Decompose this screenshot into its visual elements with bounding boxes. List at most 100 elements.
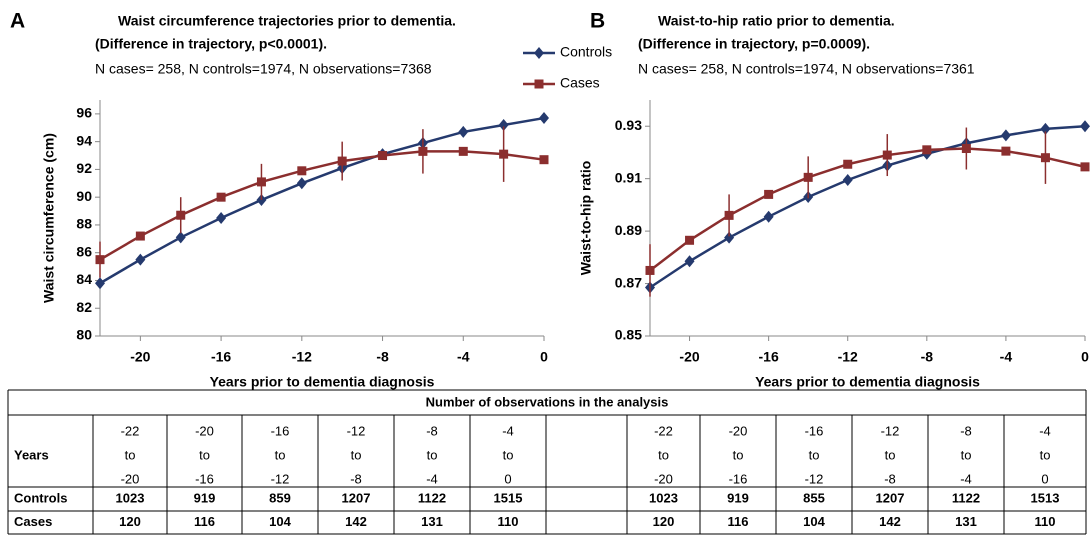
count-cell: 1122 [952,490,980,505]
x-tick-label: -20 [130,349,150,365]
data-point [1080,120,1090,133]
data-point [296,177,307,190]
y-tick-label: 86 [76,243,92,259]
data-point [539,155,549,165]
x-tick-label: -4 [457,349,470,365]
data-point [724,231,735,244]
y-tick-label: 0.85 [615,327,642,343]
period-label: to [961,447,972,462]
x-tick-label: -8 [921,349,934,365]
y-tick-label: 82 [76,299,92,315]
period-label: to [275,447,286,462]
period-label: -12 [271,471,290,486]
period-label: to [351,447,362,462]
count-cell: 1515 [494,490,523,505]
data-point [685,235,695,245]
period-label: -22 [121,423,140,438]
count-cell: 110 [498,514,519,529]
period-label: -12 [805,471,824,486]
row-header: Cases [14,514,52,529]
data-point [645,265,655,275]
count-cell: 919 [194,490,216,505]
table-title: Number of observations in the analysis [426,394,669,409]
count-cell: 1207 [876,490,905,505]
data-point [135,253,146,266]
legend-marker [534,47,544,59]
data-point [1000,129,1011,142]
period-label: -16 [271,423,290,438]
y-axis-label: Waist circumference (cm) [41,133,57,303]
y-tick-label: 94 [76,132,92,148]
data-point [539,112,549,125]
x-tick-label: -16 [211,349,231,365]
period-label: -20 [729,423,748,438]
period-label: to [427,447,438,462]
count-cell: 116 [728,514,749,529]
data-point [175,231,186,244]
count-cell: 1023 [649,490,678,505]
x-axis-label: Years prior to dementia diagnosis [755,374,980,390]
data-point [922,145,932,155]
data-point [843,159,853,169]
data-point [458,125,469,138]
y-tick-label: 0.93 [615,117,642,133]
series-line [649,124,1086,289]
data-point [1040,153,1050,163]
data-point [216,192,226,202]
count-cell: 1207 [342,490,371,505]
x-tick-label: 0 [540,349,548,365]
period-label: to [503,447,514,462]
data-point [135,231,145,241]
series-line [649,147,1086,272]
data-point [1040,122,1051,135]
period-label: to [199,447,210,462]
count-cell: 1122 [418,490,446,505]
period-label: to [1040,447,1051,462]
period-label: to [733,447,744,462]
period-label: -22 [654,423,673,438]
period-label: -16 [729,471,748,486]
data-point [256,177,266,187]
y-tick-label: 92 [76,160,92,176]
period-label: to [658,447,669,462]
x-tick-label: -20 [679,349,699,365]
period-label: -8 [350,471,362,486]
chart-title: Waist circumference trajectories prior t… [118,13,456,29]
x-tick-label: -16 [759,349,779,365]
count-cell: 142 [345,514,367,529]
y-tick-label: 96 [76,105,92,121]
count-cell: 110 [1035,514,1056,529]
period-label: -4 [502,423,514,438]
data-point [684,255,695,268]
period-label: -4 [960,471,972,486]
data-point [882,150,892,160]
period-label: to [885,447,896,462]
data-point [297,166,307,176]
y-tick-label: 90 [76,188,92,204]
chart-subtitle: N cases= 258, N controls=1974, N observa… [638,61,975,77]
count-cell: 120 [653,514,675,529]
data-point [1001,146,1011,156]
series-line [99,150,545,261]
data-point [724,210,734,220]
x-tick-label: -8 [376,349,389,365]
period-label: -16 [805,423,824,438]
period-label: -12 [347,423,366,438]
period-label: -8 [960,423,972,438]
series-line [99,116,545,285]
data-point [803,172,813,182]
count-cell: 116 [194,514,215,529]
data-point [842,173,853,186]
x-tick-label: -4 [1000,349,1013,365]
chart-title: (Difference in trajectory, p<0.0001). [95,36,327,52]
period-label: -20 [195,423,214,438]
y-tick-label: 80 [76,327,92,343]
y-tick-label: 0.91 [615,169,642,185]
row-header: Controls [14,490,67,505]
y-tick-label: 84 [76,271,92,287]
period-label: to [125,447,136,462]
data-point [176,210,186,220]
period-label: -12 [881,423,900,438]
period-label: -8 [426,423,438,438]
data-point [1080,162,1090,172]
